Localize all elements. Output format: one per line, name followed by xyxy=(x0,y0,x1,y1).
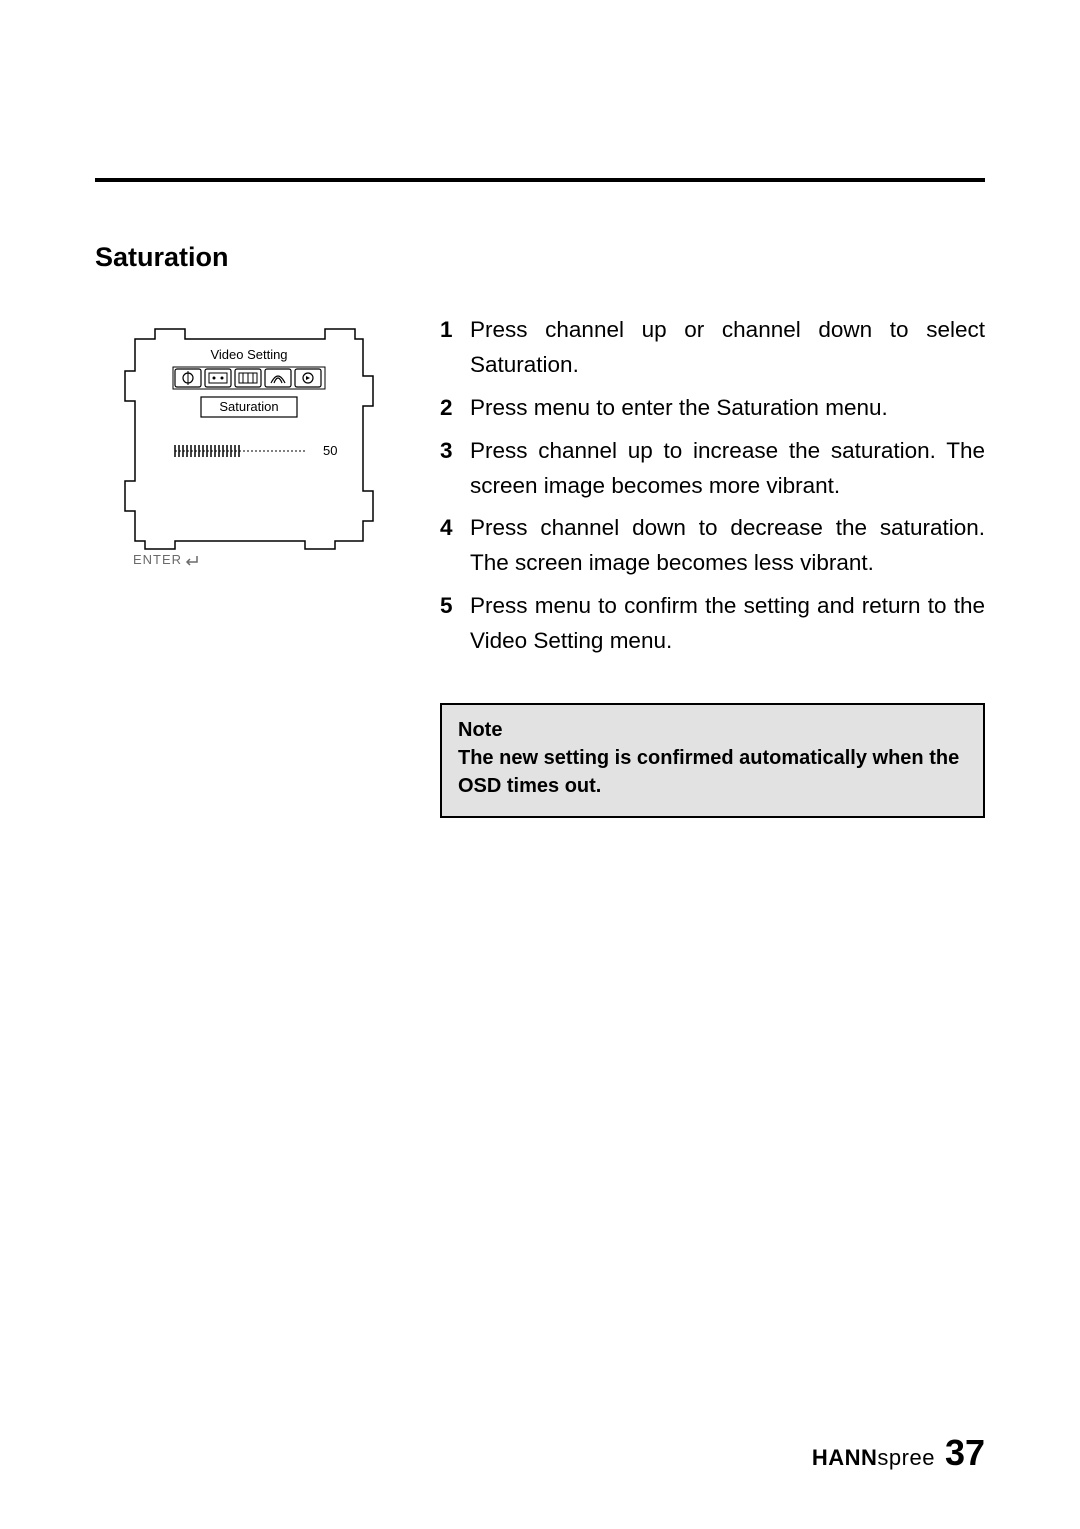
note-body: The new setting is confirmed automatical… xyxy=(458,744,967,800)
top-rule xyxy=(95,178,985,182)
brand-bold: HANN xyxy=(812,1445,878,1470)
step-item: Press channel up to increase the saturat… xyxy=(440,434,985,504)
step-item: Press channel up or channel down to sele… xyxy=(440,313,985,383)
step-item: Press channel down to decrease the satur… xyxy=(440,511,985,581)
content-row: Video Setting xyxy=(95,313,985,818)
osd-slider-value: 50 xyxy=(323,443,337,458)
step-item: Press menu to enter the Saturation menu. xyxy=(440,391,985,426)
note-title: Note xyxy=(458,719,967,742)
instructions-column: Press channel up or channel down to sele… xyxy=(440,313,985,818)
step-item: Press menu to confirm the setting and re… xyxy=(440,589,985,659)
return-icon xyxy=(187,556,197,565)
brand-light: spree xyxy=(877,1445,935,1470)
osd-header: Video Setting xyxy=(210,347,287,362)
section-title: Saturation xyxy=(95,242,985,273)
page-number: 37 xyxy=(945,1432,985,1474)
osd-enter-label: ENTER xyxy=(133,552,182,567)
note-box: Note The new setting is confirmed automa… xyxy=(440,703,985,818)
steps-list: Press channel up or channel down to sele… xyxy=(440,313,985,659)
page-footer: HANNspree 37 xyxy=(812,1432,985,1474)
osd-diagram: Video Setting xyxy=(95,313,390,571)
osd-selected-label: Saturation xyxy=(219,399,278,414)
